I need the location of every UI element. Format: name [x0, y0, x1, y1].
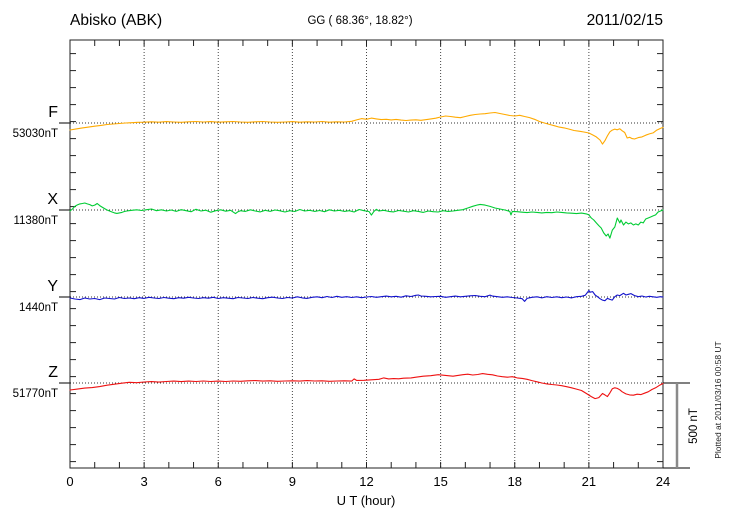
plotted-at-note: Plotted at 2011/03/16 00:58 UT: [713, 341, 723, 459]
labels-layer: F 53030nT X 11380nT Y 1440nT Z 51770nT 0 3 6 9 12 15 1…: [13, 104, 671, 489]
component-baseline-value-Z: 51770nT: [13, 388, 58, 400]
x-tick-label-6: 6: [215, 474, 222, 489]
traces-layer: [69, 111, 664, 400]
coordinates-title: GG ( 68.36°, 18.82°): [307, 15, 412, 27]
component-label-Z: Z: [48, 364, 58, 381]
station-title: Abisko (ABK): [70, 12, 162, 29]
date-title: 2011/02/15: [587, 12, 663, 29]
component-baseline-value-F: 53030nT: [13, 128, 58, 140]
component-label-Y: Y: [47, 278, 58, 295]
axes-layer: [59, 39, 690, 469]
x-tick-label-9: 9: [289, 474, 296, 489]
x-tick-label-24: 24: [656, 474, 670, 489]
x-tick-label-18: 18: [508, 474, 522, 489]
x-tick-label-0: 0: [66, 474, 73, 489]
trace-Z: [69, 373, 664, 400]
x-tick-label-12: 12: [359, 474, 373, 489]
trace-Y: [69, 289, 664, 302]
x-tick-label-21: 21: [582, 474, 596, 489]
component-label-X: X: [47, 191, 58, 208]
x-axis-label: U T (hour): [337, 493, 396, 508]
x-tick-label-3: 3: [141, 474, 148, 489]
component-label-F: F: [48, 104, 58, 121]
trace-X: [69, 202, 664, 239]
trace-F: [69, 111, 664, 145]
grid-layer: [70, 40, 663, 468]
scale-bar-label: 500 nT: [688, 408, 700, 444]
x-tick-label-15: 15: [433, 474, 447, 489]
component-baseline-value-X: 11380nT: [13, 215, 58, 227]
component-baseline-value-Y: 1440nT: [19, 302, 58, 314]
